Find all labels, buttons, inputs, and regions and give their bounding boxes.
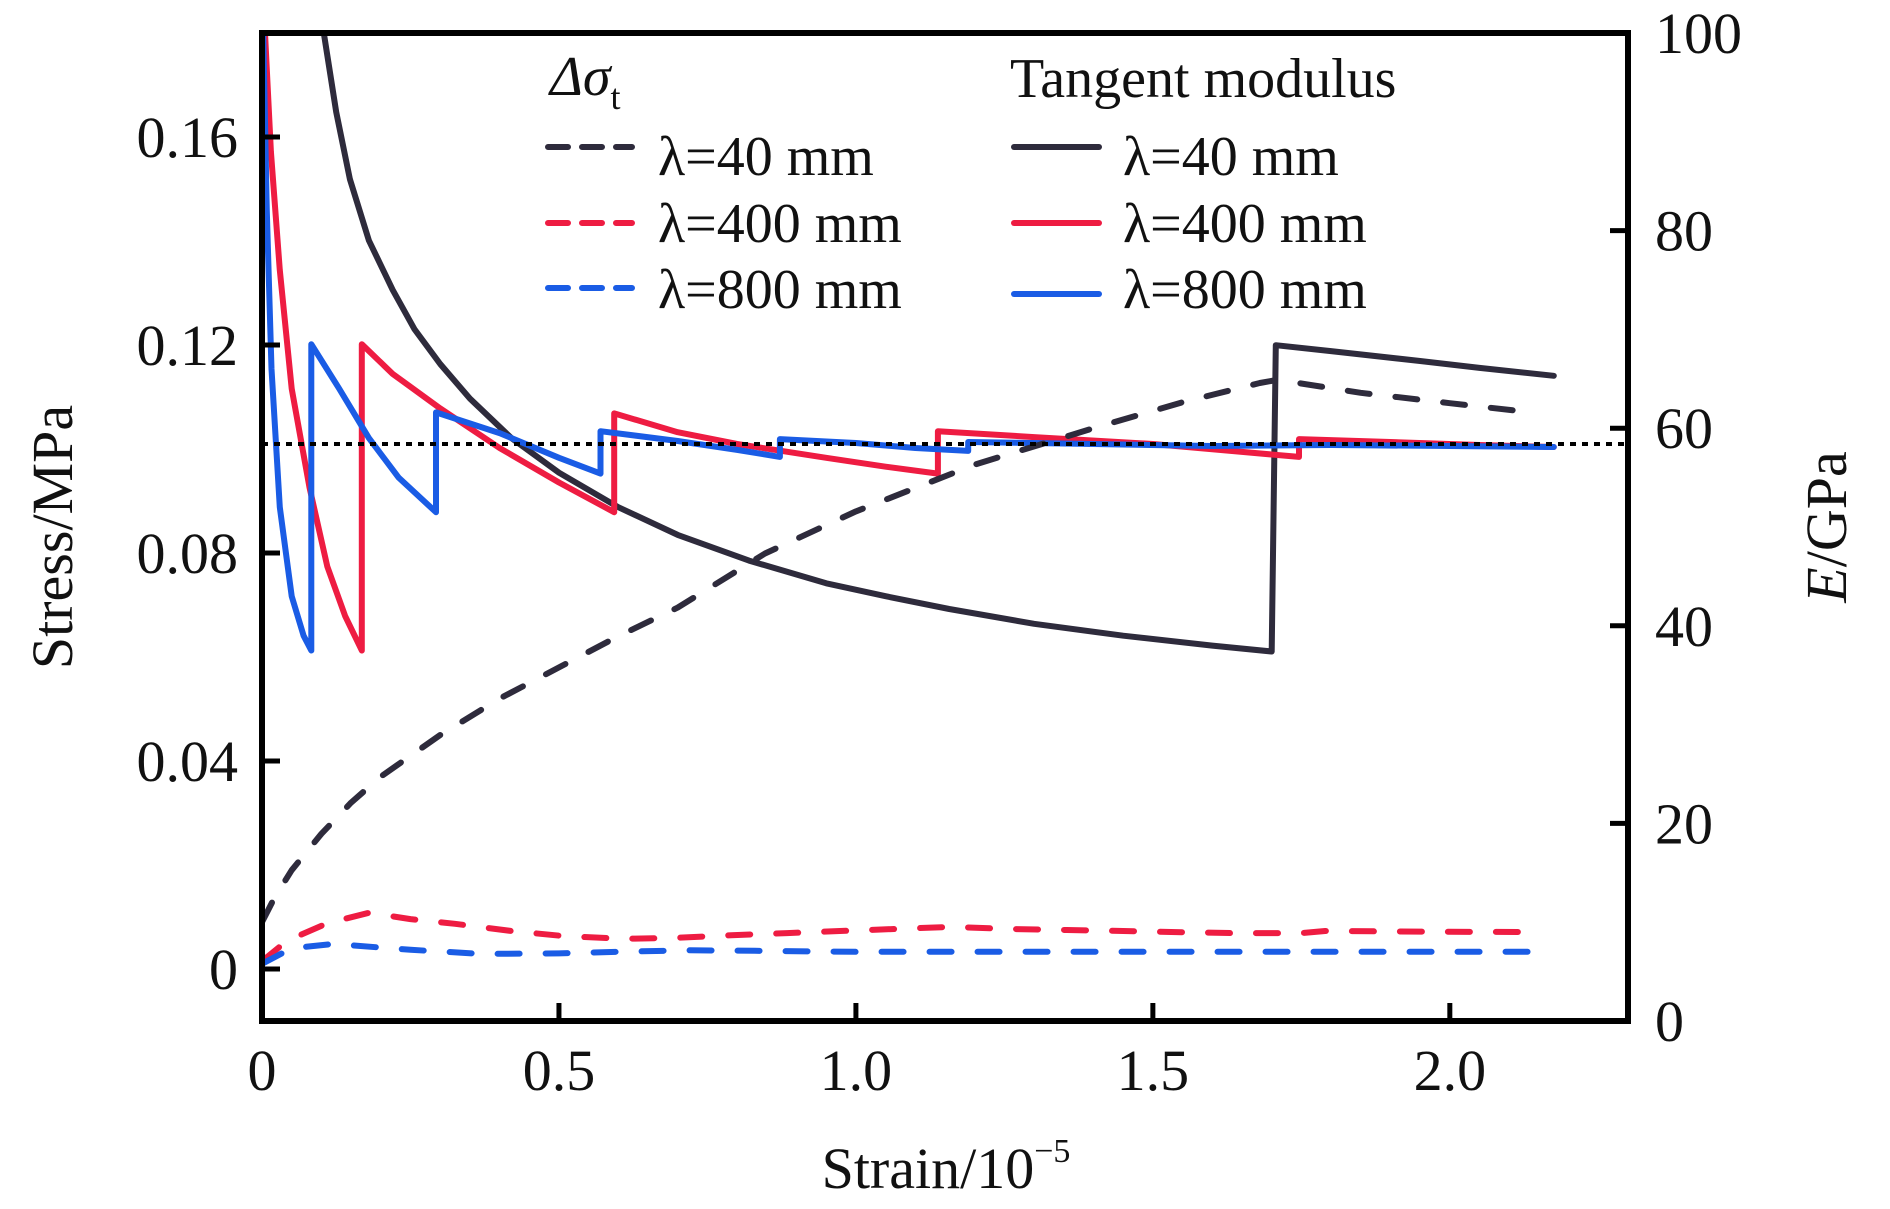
legend-stress-subscript: t [610,77,620,117]
left-y-tick-label: 0.04 [137,729,239,794]
legend-group-title-modulus: Tangent modulus [1010,48,1396,110]
left-y-tick-label: 0 [209,937,238,1002]
x-axis-title-base: Strain/10 [822,1136,1035,1201]
series-line-modulus-800 [260,30,1557,654]
x-axis-ticks: 0 0.5 1.0 1.5 2.0 [248,1003,1487,1103]
right-y-tick-label: 20 [1655,791,1713,856]
series-line-stress-800 [259,941,1554,967]
right-y-tick-label: 80 [1655,199,1713,264]
legend-group-title-stress: Δσt [548,46,621,117]
right-y-tick-label: 100 [1655,1,1742,66]
legend-label-modulus-400: λ=400 mm [1123,193,1367,255]
legend-label-modulus-40: λ=40 mm [1123,126,1339,188]
left-y-axis-title: Stress/MPa [20,405,85,669]
left-y-tick-label: 0.12 [137,313,239,378]
right-y-axis-title: E/GPa [1794,451,1859,603]
series-line-stress-400 [259,909,1536,965]
legend-label-stress-400: λ=400 mm [658,193,902,255]
x-tick-label: 1.0 [820,1038,893,1103]
legend-label-stress-40: λ=40 mm [658,126,874,188]
left-y-axis-ticks: 0 0.04 0.08 0.12 0.16 [137,105,280,1002]
right-y-tick-label: 60 [1655,396,1713,461]
x-axis-title: Strain/10−5 [822,1133,1071,1201]
legend-label-stress-800: λ=800 mm [658,259,902,321]
right-y-axis-ticks: 0 20 40 60 80 100 [1610,1,1742,1054]
plot-frame [259,30,1631,1024]
series-line-stress-40 [259,376,1541,926]
legend-label-modulus-800: λ=800 mm [1123,259,1367,321]
right-y-tick-label: 0 [1655,989,1684,1054]
x-axis-title-exponent: −5 [1034,1133,1070,1170]
series-layer [259,30,1557,967]
legend-stress-symbol: Δσ [548,46,613,108]
series-line-modulus-40 [320,30,1557,655]
x-tick-label: 2.0 [1414,1038,1487,1103]
x-tick-label: 0 [248,1038,277,1103]
x-tick-label: 1.5 [1117,1038,1190,1103]
legend: Δσt Tangent modulus λ=40 mm λ=400 mm λ=8… [545,46,1396,321]
right-y-tick-label: 40 [1655,594,1713,659]
x-tick-label: 0.5 [523,1038,596,1103]
left-y-tick-label: 0.16 [137,105,239,170]
right-y-axis-title-symbol: E [1794,567,1859,603]
left-y-tick-label: 0.08 [137,521,239,586]
right-y-axis-title-unit: /GPa [1794,451,1859,567]
series-line-modulus-400 [262,30,1557,654]
